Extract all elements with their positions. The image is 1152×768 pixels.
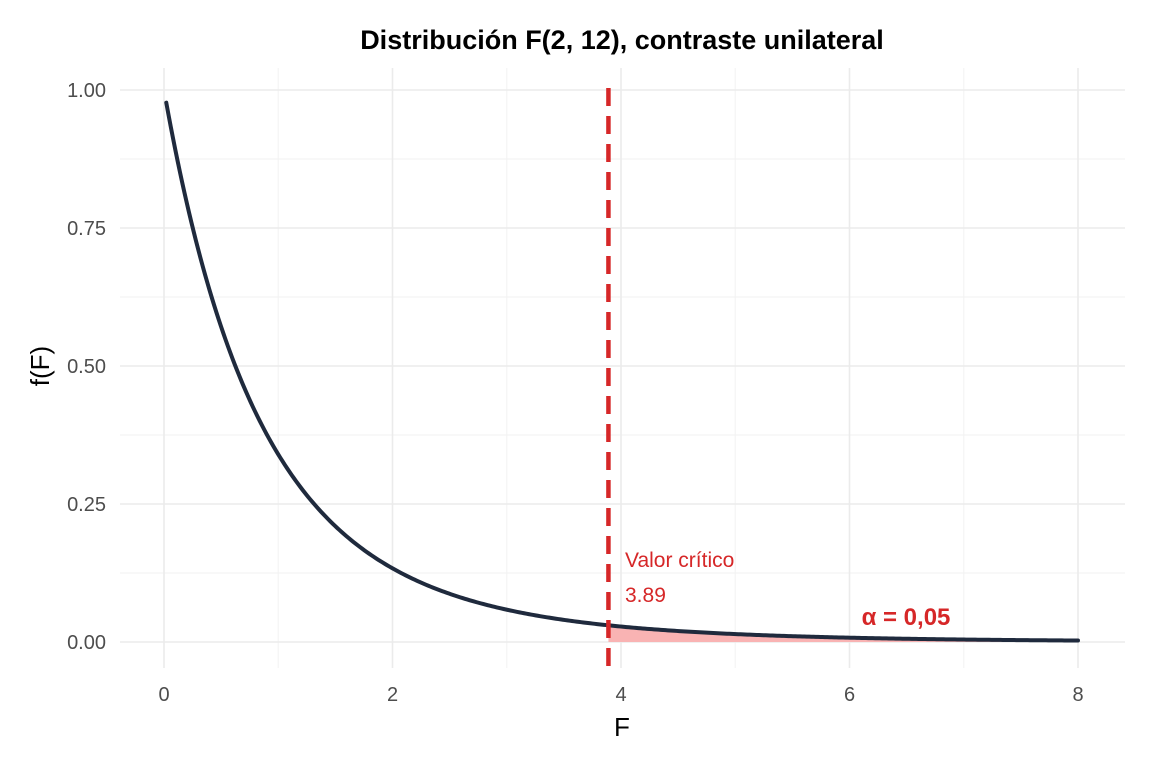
chart-title: Distribución F(2, 12), contraste unilate… (360, 25, 884, 55)
x-tick-label: 8 (1072, 684, 1083, 706)
y-tick-label: 0.25 (67, 494, 106, 516)
x-tick-label: 4 (615, 684, 626, 706)
y-axis-title: f(F) (25, 346, 55, 386)
y-tick-label: 0.75 (67, 218, 106, 240)
critical-value-number: 3.89 (625, 584, 666, 607)
y-tick-label: 0.00 (67, 632, 106, 654)
shaded-tail-area (608, 625, 1078, 642)
x-axis-title: F (614, 712, 630, 742)
tail-area (608, 625, 1078, 642)
y-tick-label: 0.50 (67, 356, 106, 378)
density-line (164, 100, 1080, 643)
density-curve (164, 100, 1080, 643)
x-tick-label: 0 (158, 684, 169, 706)
critical-value-label: Valor crítico (625, 549, 734, 572)
x-tick-label: 6 (844, 684, 855, 706)
alpha-label: α = 0,05 (862, 604, 951, 631)
grid (120, 68, 1125, 668)
tick-labels: 0 2 4 6 8 0.00 0.25 0.50 0.75 1.00 (67, 80, 1084, 706)
y-tick-label: 1.00 (67, 80, 106, 102)
x-tick-label: 2 (387, 684, 398, 706)
